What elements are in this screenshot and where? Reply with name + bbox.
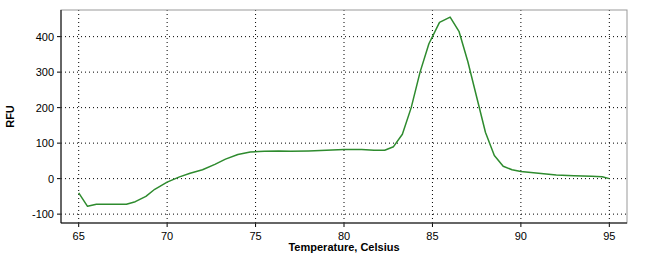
x-tick <box>78 223 79 227</box>
x-tick-label: 95 <box>603 230 615 242</box>
y-tick-label: 100 <box>36 137 54 149</box>
x-axis-line <box>61 223 627 224</box>
y-tick <box>57 143 61 144</box>
x-tick <box>609 223 610 227</box>
y-tick <box>57 107 61 108</box>
chart: 65707580859095-1000100200300400Temperatu… <box>0 0 653 260</box>
y-tick <box>57 214 61 215</box>
x-tick-label: 75 <box>249 230 261 242</box>
x-axis-label: Temperature, Celsius <box>288 241 399 253</box>
x-tick <box>344 223 345 227</box>
x-grid-line <box>344 10 345 223</box>
y-grid-line <box>61 178 627 179</box>
x-grid-line <box>255 10 256 223</box>
y-tick <box>57 36 61 37</box>
x-tick-label: 65 <box>73 230 85 242</box>
x-tick <box>432 223 433 227</box>
plot-area <box>79 17 610 206</box>
y-grid-line <box>61 107 627 108</box>
series-line <box>79 17 610 206</box>
y-tick-label: 200 <box>36 102 54 114</box>
y-tick <box>57 72 61 73</box>
y-grid-line <box>61 72 627 73</box>
y-tick-label: -100 <box>32 208 54 220</box>
y-grid-line <box>61 36 627 37</box>
x-grid-line <box>432 10 433 223</box>
x-tick-label: 90 <box>515 230 527 242</box>
y-axis-label: RFU <box>4 105 16 128</box>
y-tick-label: 400 <box>36 31 54 43</box>
x-grid-line <box>609 10 610 223</box>
y-tick-label: 0 <box>48 173 54 185</box>
x-tick <box>520 223 521 227</box>
x-tick <box>255 223 256 227</box>
x-grid-line <box>167 10 168 223</box>
x-grid-line <box>520 10 521 223</box>
y-grid-line <box>61 143 627 144</box>
x-tick-label: 70 <box>161 230 173 242</box>
x-tick <box>167 223 168 227</box>
y-tick <box>57 178 61 179</box>
y-axis-line <box>61 10 62 223</box>
x-grid-line <box>78 10 79 223</box>
y-tick-label: 300 <box>36 66 54 78</box>
x-tick-label: 85 <box>426 230 438 242</box>
y-grid-line <box>61 214 627 215</box>
plot-frame <box>61 10 627 223</box>
